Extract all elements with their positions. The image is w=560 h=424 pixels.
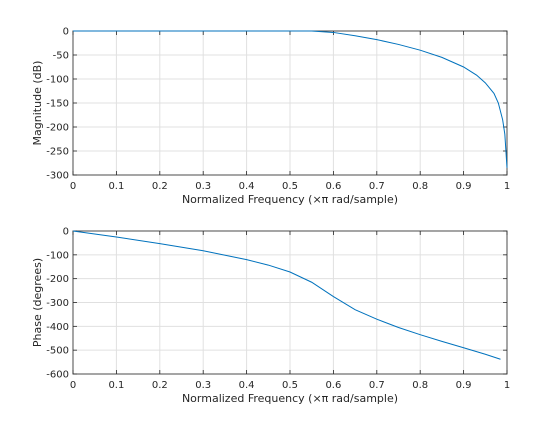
magnitude-x-tick-label: 0.5 xyxy=(282,181,298,192)
phase-x-tick-label: 0.8 xyxy=(412,380,428,391)
magnitude-y-tick-label: -250 xyxy=(46,147,69,158)
magnitude-x-tick-label: 0.3 xyxy=(195,181,211,192)
phase-x-tick-label: 0.9 xyxy=(456,380,472,391)
magnitude-x-tick-label: 0 xyxy=(70,181,76,192)
magnitude-x-axis-label: Normalized Frequency (×π rad/sample) xyxy=(182,193,398,206)
magnitude-series-line xyxy=(73,30,508,168)
magnitude-x-tick-label: 1 xyxy=(504,181,510,192)
phase-x-tick-label: 0.5 xyxy=(282,380,298,391)
phase-x-axis-label: Normalized Frequency (×π rad/sample) xyxy=(182,392,398,405)
phase-y-tick-label: 0 xyxy=(63,227,69,238)
phase-x-tick-label: 1 xyxy=(504,380,510,391)
magnitude-y-tick-label: -150 xyxy=(46,99,69,110)
magnitude-x-tick-label: 0.6 xyxy=(325,181,341,192)
magnitude-y-tick-label: 0 xyxy=(63,27,69,38)
magnitude-y-tick-label: -100 xyxy=(46,75,69,86)
phase-y-axis-label: Phase (degrees) xyxy=(31,258,44,347)
phase-plot: 0 0.1 0.2 0.3 0.4 0.5 0.6 0.7 0.8 0.9 1 0 -100 -200 -3… xyxy=(31,227,510,406)
phase-x-tick-label: 0.6 xyxy=(325,380,341,391)
phase-y-tick-label: -600 xyxy=(46,370,69,381)
magnitude-x-tick-label: 0.7 xyxy=(369,181,385,192)
magnitude-x-tick-label: 0.4 xyxy=(239,181,255,192)
magnitude-y-tick-label: -200 xyxy=(46,123,69,134)
phase-x-tick-label: 0.1 xyxy=(108,380,124,391)
magnitude-x-tick-label: 0.8 xyxy=(412,181,428,192)
phase-y-tick-label: -500 xyxy=(46,346,69,357)
magnitude-x-tick-label: 0.2 xyxy=(152,181,168,192)
phase-x-tick-label: 0.2 xyxy=(152,380,168,391)
phase-x-tick-label: 0.7 xyxy=(369,380,385,391)
magnitude-plot: 0 0.1 0.2 0.3 0.4 0.5 0.6 0.7 0.8 0.9 1 0 -50 -100 -15… xyxy=(31,27,510,207)
magnitude-y-axis-label: Magnitude (dB) xyxy=(31,61,44,146)
phase-x-tick-label: 0.3 xyxy=(195,380,211,391)
magnitude-y-tick-label: -300 xyxy=(46,171,69,182)
magnitude-y-tick-label: -50 xyxy=(53,51,69,62)
magnitude-x-tick-label: 0.1 xyxy=(108,181,124,192)
phase-y-tick-label: -100 xyxy=(46,250,69,261)
phase-x-tick-label: 0 xyxy=(70,380,76,391)
magnitude-x-tick-label: 0.9 xyxy=(456,181,472,192)
phase-y-tick-label: -400 xyxy=(46,322,69,333)
phase-series-line xyxy=(72,230,501,360)
phase-y-tick-label: -200 xyxy=(46,274,69,285)
phase-y-tick-label: -300 xyxy=(46,298,69,309)
phase-x-tick-label: 0.4 xyxy=(239,380,255,391)
